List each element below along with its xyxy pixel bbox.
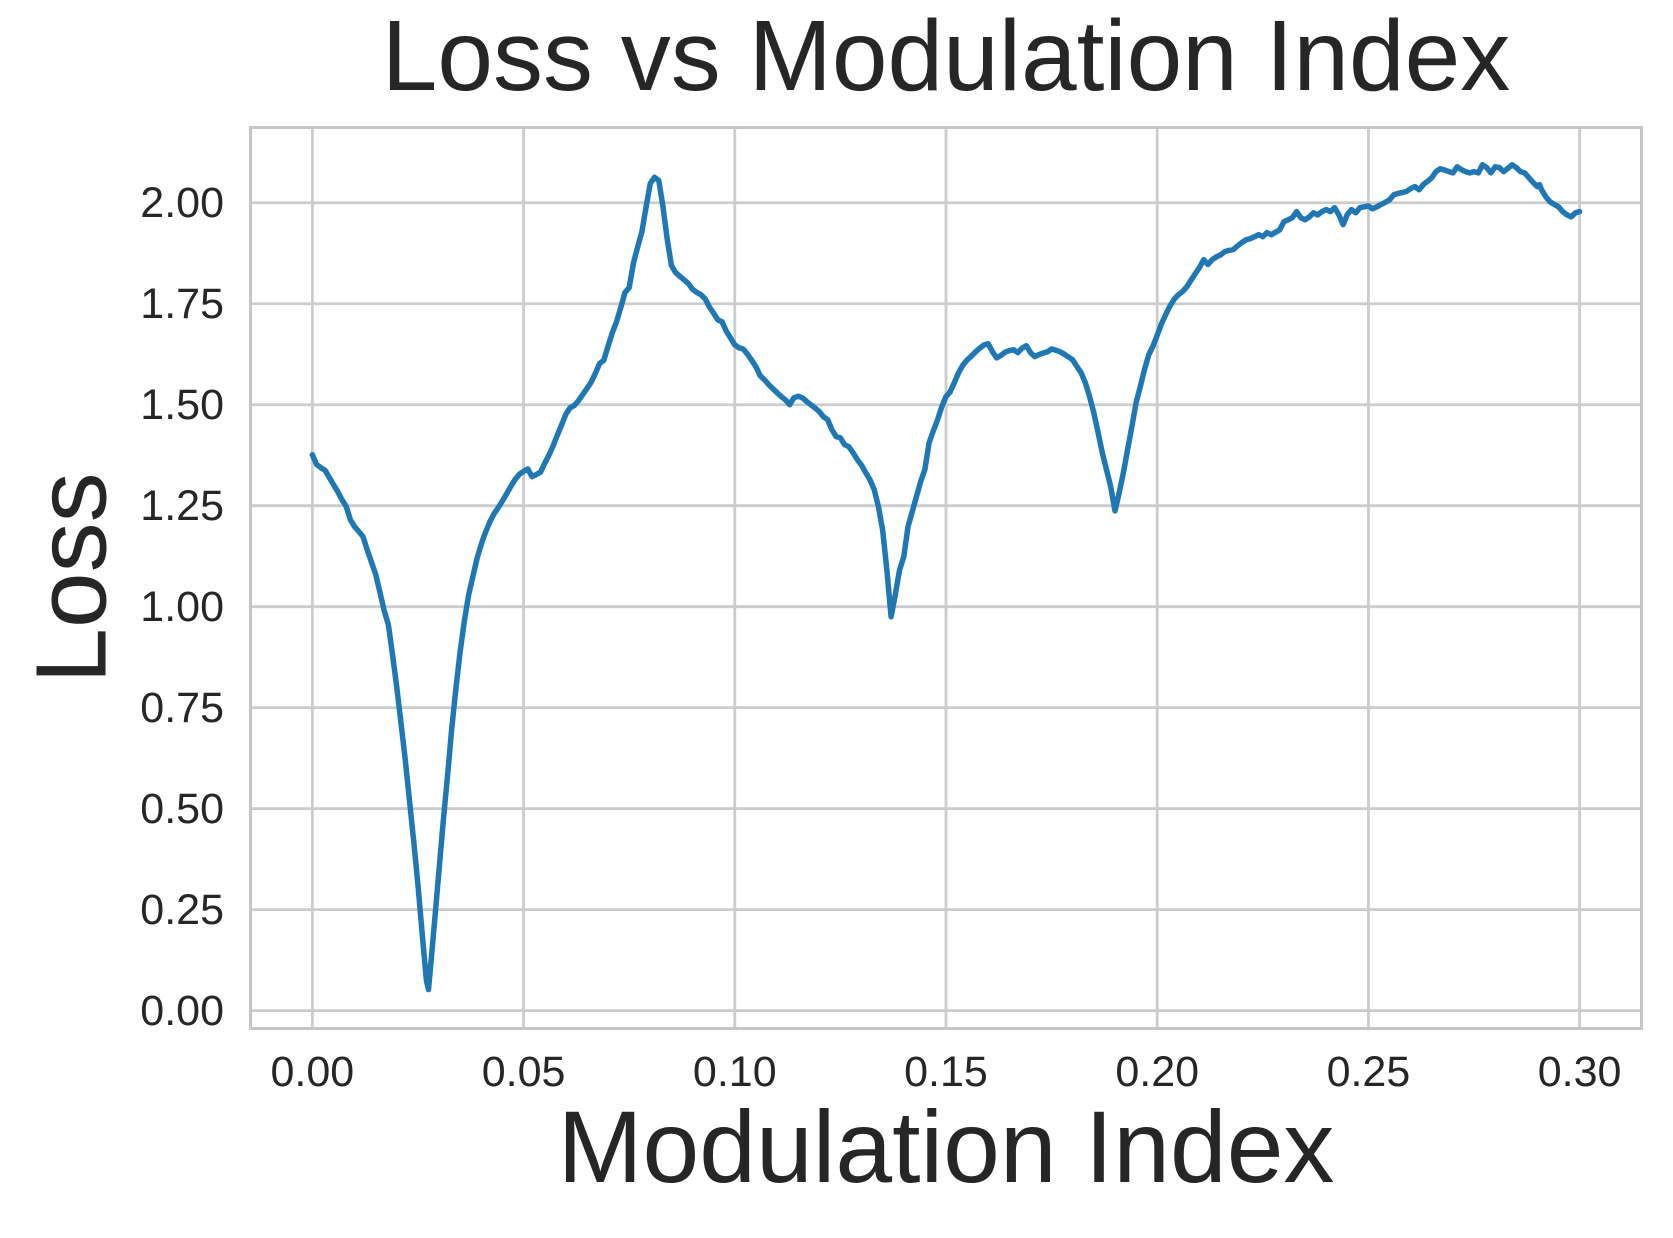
plot-border: [249, 126, 1643, 1030]
y-tick-label: 0.50: [140, 784, 224, 833]
x-tick-label: 0.15: [904, 1048, 988, 1096]
x-axis-label: Modulation Index: [557, 1090, 1335, 1204]
y-tick-label: 0.75: [140, 683, 224, 732]
y-tick-label: 1.75: [140, 279, 224, 328]
y-tick-label: 1.25: [140, 481, 224, 530]
x-tick-label: 0.30: [1537, 1048, 1622, 1096]
y-tick-label: 0.25: [140, 885, 224, 934]
x-tick-label: 0.25: [1326, 1048, 1411, 1096]
y-tick-label: 0.00: [140, 986, 224, 1035]
x-tick-label: 0.00: [270, 1048, 355, 1096]
plot-area: [249, 126, 1643, 1030]
x-tick-label: 0.10: [692, 1048, 777, 1096]
y-tick-label: 2.00: [140, 178, 224, 227]
x-tick-label: 0.05: [481, 1048, 566, 1096]
loss-line-series: [309, 162, 1583, 993]
chart-title: Loss vs Modulation Index: [381, 0, 1511, 112]
y-tick-label: 1.00: [140, 582, 224, 631]
x-tick-label: 0.20: [1115, 1048, 1200, 1096]
y-tick-label: 1.50: [140, 380, 224, 429]
